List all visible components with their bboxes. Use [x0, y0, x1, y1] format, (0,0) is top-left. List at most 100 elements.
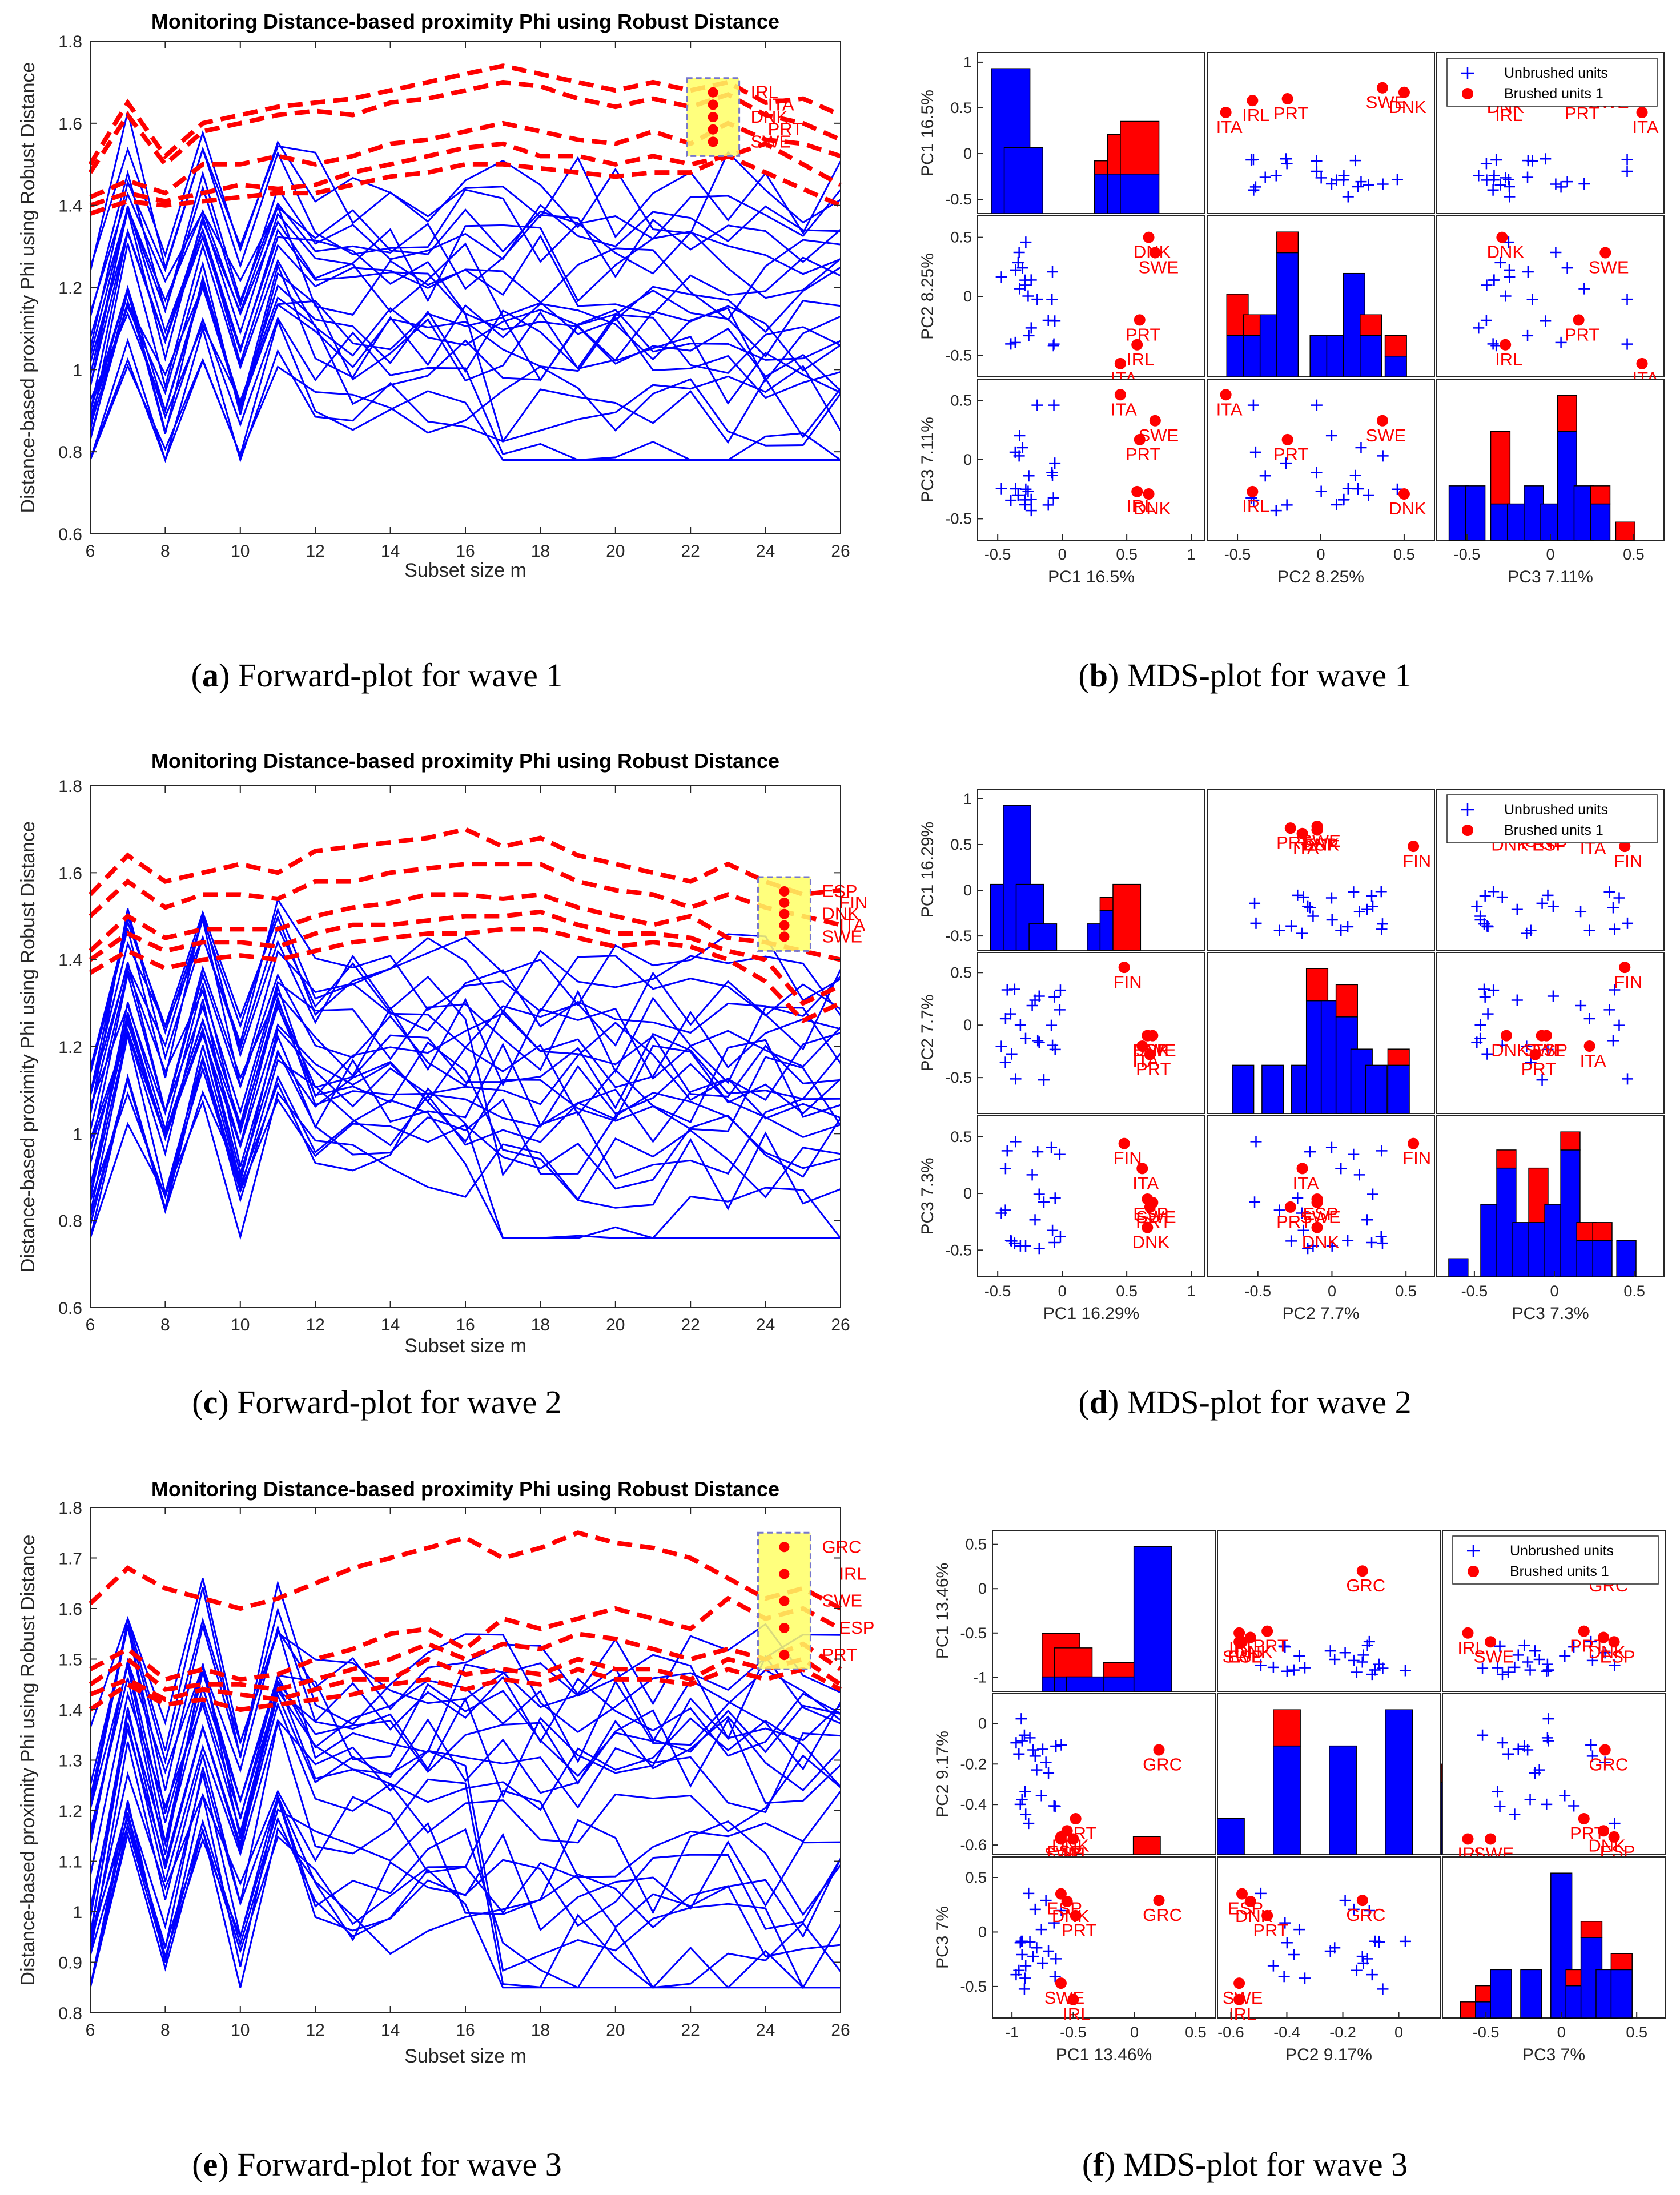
unbrushed-series-line: [90, 1056, 841, 1239]
unbrushed-point: [1599, 1756, 1611, 1768]
unbrushed-point: [1249, 446, 1261, 458]
brushed-point-ita: [1296, 827, 1308, 839]
brushed-series-irl: [89, 1595, 842, 1682]
brushed-point-swe: [1599, 247, 1611, 259]
hist-bar-unbrushed: [1465, 485, 1486, 541]
brushed-label-prt: PRT: [1126, 324, 1161, 344]
cell-frame: [1217, 1530, 1441, 1692]
brushed-series-dnk: [89, 892, 841, 962]
brushed-point-swe: [1485, 1833, 1497, 1845]
unbrushed-point: [1311, 399, 1323, 411]
x-tick-label: 16: [456, 1316, 475, 1334]
unbrushed-point: [1033, 1188, 1045, 1200]
brushed-series-grc: [89, 1530, 842, 1611]
brushed-label-prt: PRT: [1253, 1636, 1288, 1656]
hist-bar-brushed: [1496, 1149, 1517, 1169]
unbrushed-point: [1496, 1039, 1508, 1051]
unbrushed-point: [1348, 886, 1360, 898]
y-tick-label: 1.7: [58, 1550, 82, 1569]
cell-frame: [1436, 215, 1665, 377]
hist-bar-unbrushed: [1610, 1969, 1633, 2019]
unbrushed-point: [1020, 1960, 1032, 1972]
unbrushed-point: [1363, 489, 1374, 501]
unbrushed-point: [1010, 1073, 1022, 1085]
hist-bar-unbrushed: [1520, 1969, 1542, 2019]
y-tick-label: -0.2: [960, 1755, 987, 1772]
brushed-label-swe: SWE: [1474, 1646, 1514, 1666]
hist-bar-unbrushed: [1448, 485, 1469, 541]
brushed-point-swe: [1311, 1196, 1323, 1208]
legend-plus-icon: [1467, 1545, 1480, 1557]
brush-point-fin: [779, 897, 790, 908]
y-tick-label: 0: [963, 1016, 972, 1034]
unbrushed-point: [1547, 900, 1559, 912]
y-tick-label: 0.6: [58, 1299, 82, 1318]
unbrushed-point: [1009, 336, 1021, 348]
brush-point-esp: [779, 886, 790, 897]
unbrushed-point: [1048, 991, 1060, 1003]
hist-bar-unbrushed: [1540, 503, 1561, 541]
unbrushed-point: [1013, 1748, 1025, 1760]
brushed-point-swe: [1233, 1636, 1245, 1648]
unbrushed-series-line: [90, 1048, 841, 1239]
matrix-cell-2-2: [1207, 952, 1435, 1114]
y-tick-label: -0.5: [960, 1978, 987, 1995]
x-tick-label: 0.5: [1623, 1283, 1645, 1300]
unbrushed-point: [1473, 170, 1485, 182]
matrix-cell-1-1: -0.5 0 0.5 1 PC1 16.29%: [918, 789, 1205, 951]
unbrushed-point: [1541, 1732, 1553, 1744]
brushed-point-grc: [1153, 1744, 1165, 1756]
y-variable-label: PC2 7.7%: [918, 994, 937, 1071]
unbrushed-series-line: [90, 967, 841, 1131]
brushed-series-dnk: [88, 79, 842, 174]
unbrushed-point: [1299, 1972, 1311, 1984]
hist-bar-unbrushed: [1592, 1240, 1613, 1277]
unbrushed-series-line: [90, 1689, 841, 1919]
legend-unbrushed-label: Unbrushed units: [1504, 802, 1608, 818]
unbrushed-point: [1376, 1237, 1388, 1249]
unbrushed-point: [1361, 1953, 1373, 1965]
unbrushed-point: [1536, 897, 1548, 909]
x-variable-label: PC1 16.5%: [1048, 568, 1135, 586]
unbrushed-point: [1281, 1665, 1293, 1677]
brushed-series-prt: [89, 909, 842, 1006]
brushed-point-swe: [1536, 1030, 1548, 1042]
unbrushed-point: [995, 1040, 1007, 1052]
unbrushed-series-line: [90, 962, 841, 1113]
y-tick-label: 0: [963, 145, 972, 162]
hist-bar-brushed: [1335, 984, 1358, 1018]
unbrushed-point: [1512, 1649, 1524, 1661]
brushed-label-fin: FIN: [1614, 851, 1642, 871]
unbrushed-point: [1016, 1735, 1028, 1747]
brushed-label-prt: PRT: [1570, 1823, 1605, 1843]
unbrushed-series-line: [90, 1665, 841, 1843]
unbrushed-point: [999, 1204, 1011, 1216]
brushed-point-ita: [1136, 1040, 1148, 1052]
unbrushed-point: [1524, 1794, 1536, 1806]
x-tick-label: 0: [1316, 546, 1325, 563]
unbrushed-point: [1267, 1960, 1279, 1972]
unbrushed-point: [1325, 429, 1337, 441]
brushed-point-irl: [1247, 95, 1259, 107]
unbrushed-point: [1377, 1983, 1389, 1995]
unbrushed-point: [1248, 184, 1260, 196]
y-tick-label: 0.5: [950, 392, 972, 409]
y-tick-label: -0.5: [945, 191, 972, 208]
brush-point-prt: [708, 124, 718, 135]
unbrushed-point: [1267, 1661, 1279, 1673]
unbrushed-point: [1315, 172, 1327, 184]
x-tick-label: 0: [1550, 1283, 1558, 1300]
hist-bar-brushed: [1610, 1953, 1633, 1971]
brushed-point-prt: [1261, 1909, 1273, 1921]
unbrushed-point: [1542, 1735, 1554, 1747]
brushed-point-ita: [1114, 389, 1126, 401]
unbrushed-series-line: [90, 1718, 841, 1989]
brushed-point-irl: [1233, 1627, 1245, 1639]
brushed-label-ita: ITA: [1633, 117, 1659, 137]
chart-title: Monitoring Distance-based proximity Phi …: [151, 10, 779, 33]
brushed-label-prt: PRT: [1570, 1636, 1605, 1656]
unbrushed-point: [1013, 247, 1025, 259]
x-tick-label: 8: [160, 1316, 170, 1334]
